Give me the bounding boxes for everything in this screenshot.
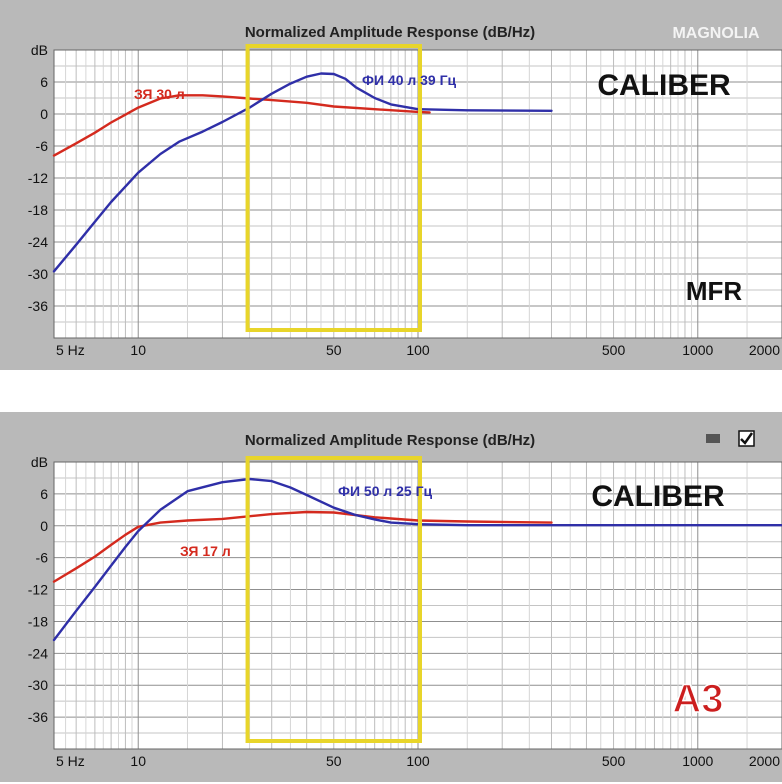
series-label-closed-box: ЗЯ 17 л xyxy=(180,543,231,559)
y-tick-label: -18 xyxy=(28,202,48,218)
x-tick-label: 50 xyxy=(326,342,342,358)
x-tick-label: 100 xyxy=(406,342,430,358)
series-label-ported-box: ФИ 40 л 39 Гц xyxy=(362,72,457,88)
x-tick-label: 100 xyxy=(406,753,430,769)
y-tick-label: -24 xyxy=(28,234,48,250)
chart-panel-bottom: Normalized Amplitude Response (dB/Hz) dB… xyxy=(0,412,782,782)
brand-label: CALIBER xyxy=(591,480,725,513)
window-toolbar-icons xyxy=(706,430,755,447)
y-tick-label: 0 xyxy=(40,106,48,122)
y-tick-label: -6 xyxy=(36,550,49,566)
link-icon[interactable] xyxy=(706,434,720,443)
series-label-closed-box: ЗЯ 30 л xyxy=(134,86,185,102)
y-tick-label: -18 xyxy=(28,613,48,629)
x-tick-label: 500 xyxy=(602,753,626,769)
highlight-frequency-range xyxy=(245,456,422,743)
chart-title: Normalized Amplitude Response (dB/Hz) xyxy=(245,432,535,449)
y-tick-label: -36 xyxy=(28,709,48,725)
badge-label: MFR xyxy=(686,276,743,306)
brand-label: CALIBER xyxy=(597,69,731,102)
x-tick-label: 10 xyxy=(130,342,146,358)
frequency-response-chart-top: Normalized Amplitude Response (dB/Hz) dB… xyxy=(28,24,782,358)
y-tick-label: 6 xyxy=(40,74,48,90)
checkmark-icon xyxy=(740,432,754,445)
x-tick-label: 500 xyxy=(602,342,626,358)
y-tick-label: dB xyxy=(31,42,48,58)
x-tick-label: 1000 xyxy=(682,753,713,769)
y-tick-label: -6 xyxy=(36,138,49,154)
x-tick-label: 10 xyxy=(130,753,146,769)
y-tick-label: -30 xyxy=(28,266,48,282)
y-tick-label: -36 xyxy=(28,298,48,314)
y-tick-label: -12 xyxy=(28,582,48,598)
y-tick-label: 6 xyxy=(40,486,48,502)
x-tick-label: 50 xyxy=(326,753,342,769)
series-label-ported-box: ФИ 50 л 25 Гц xyxy=(338,483,433,499)
x-tick-label: 2000 xyxy=(749,753,780,769)
y-tick-label: 0 xyxy=(40,518,48,534)
series-line-ported-box xyxy=(52,72,553,273)
y-tick-label: -24 xyxy=(28,645,48,661)
x-tick-label: 5 Hz xyxy=(56,342,85,358)
frequency-response-chart-bottom: Normalized Amplitude Response (dB/Hz) dB… xyxy=(28,430,782,769)
y-tick-label: -30 xyxy=(28,677,48,693)
y-tick-label: dB xyxy=(31,454,48,470)
chart-title: Normalized Amplitude Response (dB/Hz) xyxy=(245,24,535,41)
series-line-ported-box xyxy=(52,477,782,642)
y-tick-label: -12 xyxy=(28,170,48,186)
badge-label: A3 xyxy=(672,677,723,721)
highlight-frequency-range xyxy=(245,44,422,332)
x-tick-label: 1000 xyxy=(682,342,713,358)
series-line-closed-box xyxy=(52,510,553,583)
x-tick-label: 5 Hz xyxy=(56,753,85,769)
x-tick-label: 2000 xyxy=(749,342,780,358)
chart-panel-top: Normalized Amplitude Response (dB/Hz) dB… xyxy=(0,0,782,370)
series-line-closed-box xyxy=(52,94,431,157)
logo-mark: MAGNOLIA xyxy=(672,25,760,42)
